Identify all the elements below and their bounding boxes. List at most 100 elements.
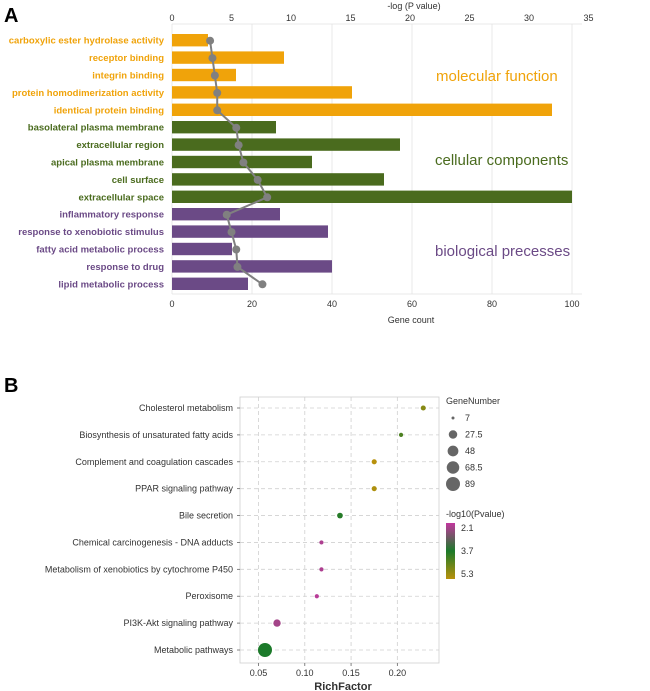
pvalue-point [263, 193, 272, 202]
pvalue-point [234, 141, 243, 150]
x-tick-label: 0.15 [342, 668, 360, 678]
panel-a-label: A [4, 5, 18, 27]
pathway-label: Complement and coagulation cascades [75, 457, 233, 467]
group-label-cellular-components: cellular components [435, 152, 568, 169]
pathway-label: PPAR signaling pathway [135, 484, 233, 494]
pathway-label: Metabolism of xenobiotics by cytochrome … [45, 564, 233, 574]
size-legend-label: 68.5 [465, 463, 483, 473]
top-tick-label: 30 [524, 13, 534, 23]
pathway-point [420, 405, 426, 411]
bar [172, 34, 208, 47]
top-tick-label: 20 [405, 13, 415, 23]
top-tick-label: 15 [345, 13, 355, 23]
pathway-label: Cholesterol metabolism [139, 403, 233, 413]
panel-b-gridlines [240, 397, 439, 663]
size-legend-dot [447, 445, 459, 457]
panel-b-pathway-labels: Cholesterol metabolism Biosynthesis of un… [45, 403, 240, 655]
pvalue-legend-title: -log10(Pvalue) [446, 509, 505, 519]
top-tick-label: 25 [464, 13, 474, 23]
pvalue-colorbar [446, 523, 455, 579]
gene-number-legend: GeneNumber 7 27.5 48 68.5 89 [446, 396, 500, 491]
size-legend-dot [448, 430, 458, 439]
category-label: inflammatory response [59, 210, 164, 221]
bar [172, 138, 400, 151]
panel-b-x-axis: 0.05 0.10 0.15 0.20 [250, 663, 406, 678]
group-label-molecular-function: molecular function [436, 68, 558, 85]
category-label: identical protein binding [54, 105, 165, 116]
pathway-label: Peroxisome [185, 591, 233, 601]
pathway-point [273, 619, 281, 627]
x-tick-label: 0.05 [250, 668, 268, 678]
pathway-point [319, 540, 324, 545]
size-legend-dot [446, 477, 460, 491]
x-tick-label: 0.10 [296, 668, 314, 678]
size-legend-label: 27.5 [465, 430, 483, 440]
bar [172, 242, 232, 256]
x-tick-label: 60 [407, 299, 417, 309]
pathway-point [257, 643, 272, 657]
pvalue-legend-label: 2.1 [461, 523, 474, 533]
group-label-biological-processes: biological precesses [435, 243, 570, 260]
panel-b-plot-area [239, 396, 440, 664]
pvalue-point [258, 280, 267, 289]
panel-a: A -log (P value) 0 5 10 15 20 25 30 35 carboxyl… [4, 1, 594, 325]
pvalue-color-legend: -log10(Pvalue) 2.1 3.7 5.3 [446, 509, 505, 579]
category-label: response to drug [86, 262, 164, 273]
size-legend-label: 7 [465, 413, 470, 423]
bar [172, 190, 572, 203]
pathway-point [319, 567, 324, 572]
panel-a-gridlines [171, 23, 582, 295]
panel-a-bottom-axis-title: Gene count [388, 315, 435, 325]
panel-a-bottom-axis: 0 20 40 60 80 100 [169, 299, 579, 309]
pvalue-point [232, 123, 241, 132]
pathway-label: Metabolic pathways [154, 645, 234, 655]
bar [172, 51, 284, 64]
gene-number-legend-title: GeneNumber [446, 396, 500, 406]
bar [172, 173, 384, 186]
top-tick-label: 5 [229, 13, 234, 23]
pvalue-point [210, 71, 219, 80]
x-tick-label: 20 [247, 299, 257, 309]
pathway-label: Biosynthesis of unsaturated fatty acids [79, 430, 233, 440]
x-tick-label: 100 [564, 299, 579, 309]
pvalue-point [239, 158, 248, 167]
top-tick-label: 35 [583, 13, 593, 23]
size-legend-label: 48 [465, 446, 475, 456]
category-label: lipid metabolic process [58, 279, 164, 290]
category-label: integrin binding [92, 71, 164, 82]
pathway-label: PI3K-Akt signaling pathway [123, 618, 233, 628]
pvalue-legend-label: 5.3 [461, 569, 474, 579]
category-label: extracellular space [78, 192, 164, 203]
pathway-label: Chemical carcinogenesis - DNA adducts [72, 537, 233, 547]
pathway-label: Bile secretion [179, 511, 233, 521]
pathway-point [371, 486, 377, 492]
category-label: basolateral plasma membrane [28, 123, 164, 134]
x-tick-label: 80 [487, 299, 497, 309]
pvalue-legend-label: 3.7 [461, 546, 474, 556]
pathway-point [398, 432, 404, 437]
panel-b: B Cholesterol metabolism Biosynthesis of … [4, 375, 505, 691]
panel-a-pvalue-line [206, 36, 272, 289]
panel-a-top-axis-title: -log (P value) [387, 1, 440, 11]
bar [172, 86, 352, 99]
panel-a-top-axis: 0 5 10 15 20 25 30 35 [169, 13, 593, 23]
bar [172, 260, 332, 273]
category-label: extracellular region [76, 140, 164, 151]
bar [172, 225, 328, 238]
panel-a-category-labels: carboxylic ester hydrolase activity recep… [9, 36, 165, 291]
top-tick-label: 10 [286, 13, 296, 23]
pvalue-point [213, 88, 222, 97]
pathway-point [314, 594, 319, 599]
x-tick-label: 0.20 [389, 668, 407, 678]
panel-b-points [257, 405, 426, 657]
category-label: response to xenobiotic stimulus [18, 227, 164, 238]
pvalue-point [213, 106, 222, 115]
bar [172, 277, 248, 290]
top-tick-label: 0 [169, 13, 174, 23]
x-tick-label: 0 [169, 299, 174, 309]
category-label: fatty acid metabolic process [36, 245, 164, 256]
category-label: apical plasma membrane [51, 158, 164, 169]
pvalue-point [206, 36, 215, 45]
bar [172, 103, 552, 116]
